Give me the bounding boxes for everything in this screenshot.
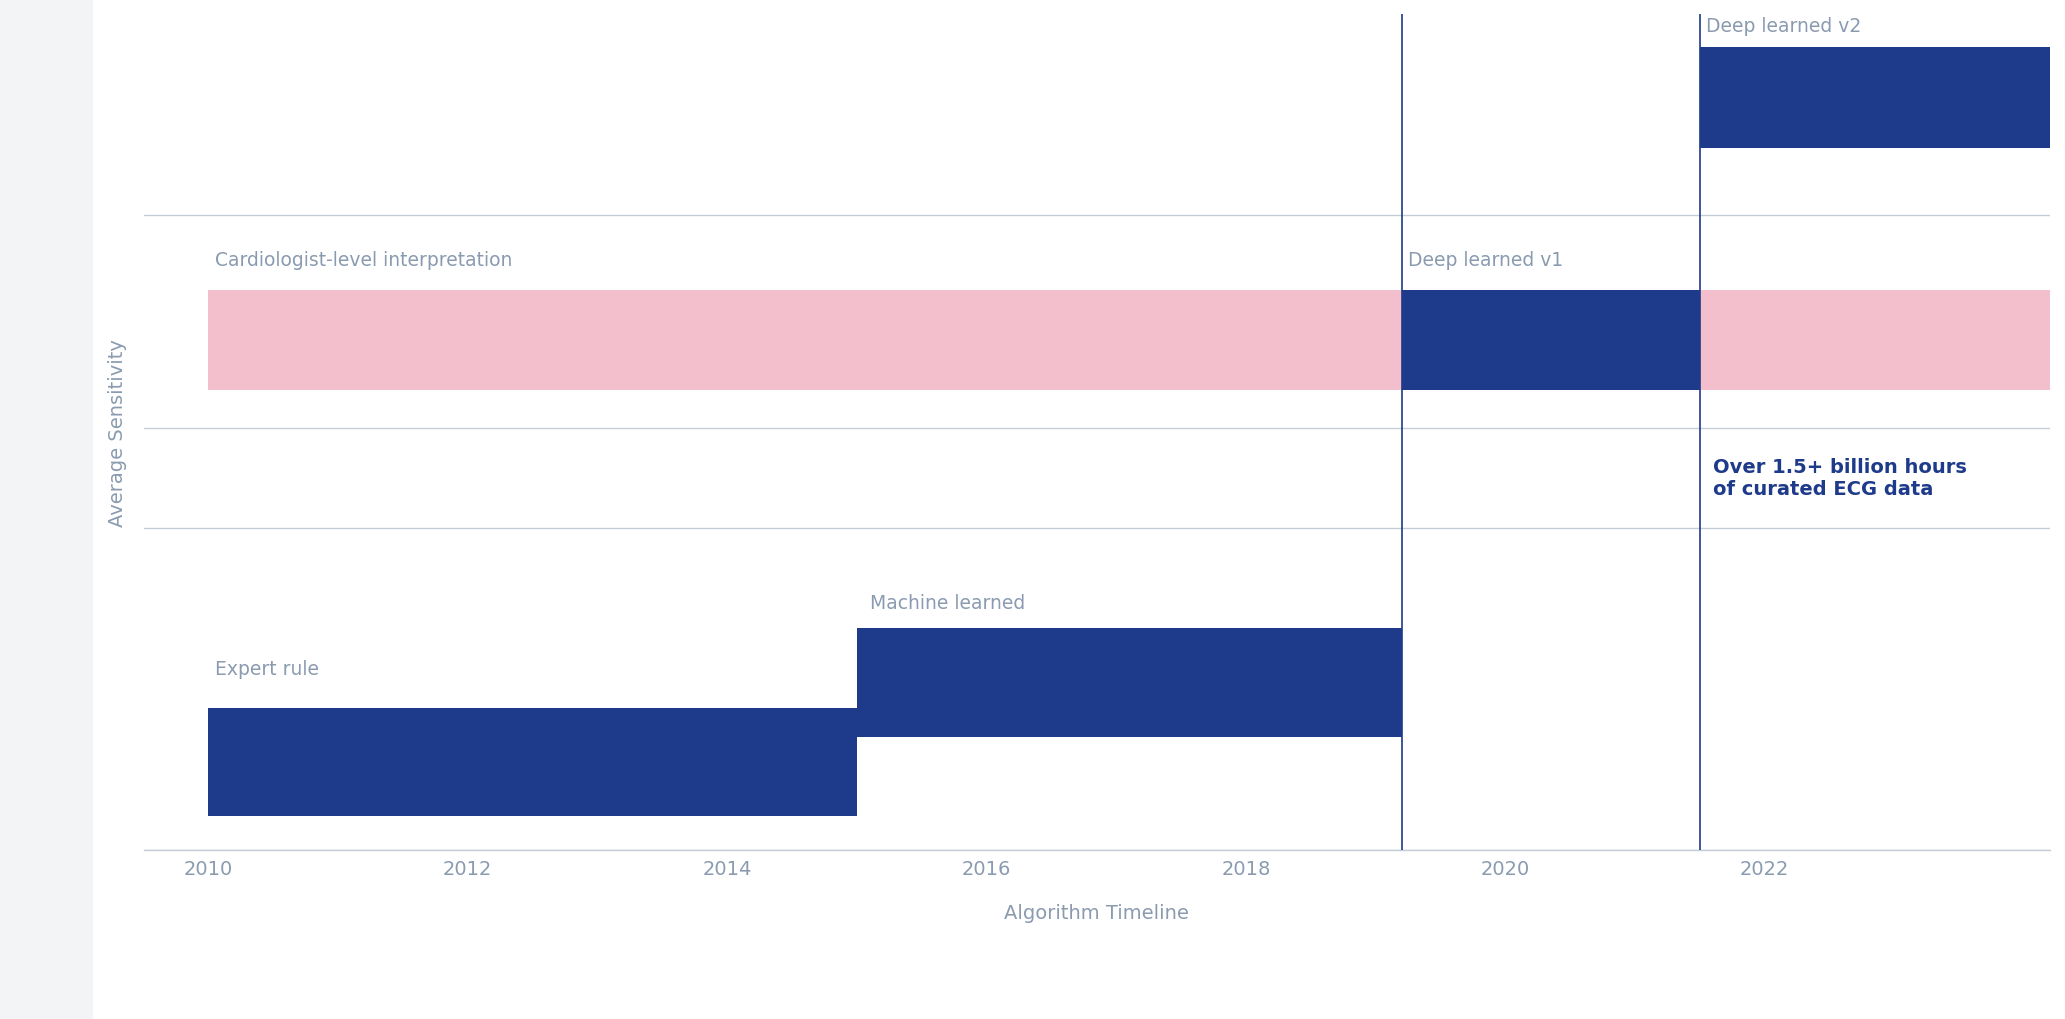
Text: Over 1.5+ billion hours
of curated ECG data: Over 1.5+ billion hours of curated ECG d…: [1712, 458, 1966, 499]
Text: Deep learned v1: Deep learned v1: [1408, 251, 1563, 270]
Y-axis label: Average Sensitivity: Average Sensitivity: [107, 338, 126, 526]
Text: Deep learned v2: Deep learned v2: [1706, 17, 1861, 36]
Text: Machine learned: Machine learned: [869, 593, 1024, 611]
Text: Cardiologist-level interpretation: Cardiologist-level interpretation: [215, 251, 512, 270]
Text: Expert rule: Expert rule: [215, 659, 318, 679]
X-axis label: Algorithm Timeline: Algorithm Timeline: [1004, 904, 1189, 922]
